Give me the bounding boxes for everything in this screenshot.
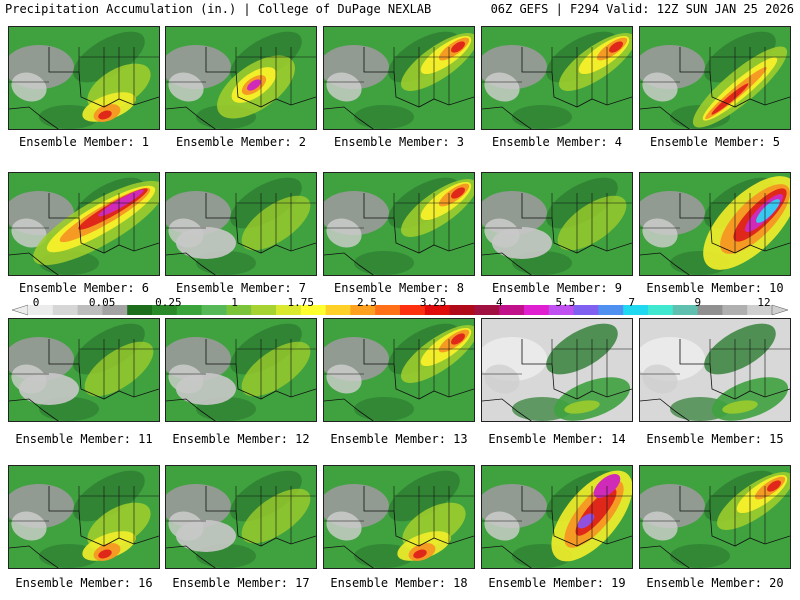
colorbar-swatch xyxy=(424,305,451,315)
colorbar-swatch xyxy=(127,305,153,315)
colorbar-swatch xyxy=(52,305,79,315)
colorbar-swatch xyxy=(251,305,277,315)
ensemble-member-map xyxy=(8,318,160,422)
colorbar-tick-label: 7 xyxy=(628,296,635,309)
colorbar-swatch xyxy=(325,305,351,315)
colorbar-tick-label: 0 xyxy=(32,296,40,309)
colorbar-swatch xyxy=(375,305,401,315)
colorbar-swatch xyxy=(598,305,624,315)
ensemble-member-map xyxy=(639,465,791,569)
ensemble-member-label: Ensemble Member: 17 xyxy=(172,576,310,590)
ensemble-member-label: Ensemble Member: 10 xyxy=(646,281,784,295)
ensemble-member-label: Ensemble Member: 11 xyxy=(15,432,153,446)
colorbar-tick-label: 5.5 xyxy=(555,296,576,309)
colorbar-tick-label: 12 xyxy=(757,296,771,309)
colorbar-swatch xyxy=(499,305,525,315)
ensemble-member-map xyxy=(639,318,791,422)
colorbar-tick-label: 9 xyxy=(694,296,702,309)
colorbar-swatch xyxy=(722,305,748,315)
colorbar-swatch xyxy=(152,305,178,315)
colorbar-tick-label: 3.25 xyxy=(419,296,447,309)
ensemble-member-map xyxy=(8,172,160,276)
colorbar-swatch xyxy=(697,305,723,315)
colorbar-swatch xyxy=(573,305,599,315)
colorbar-tick-label: 2.5 xyxy=(356,296,377,309)
ensemble-member-map xyxy=(323,465,475,569)
ensemble-member-map xyxy=(481,465,633,569)
colorbar-swatch xyxy=(226,305,252,315)
colorbar-tick-label: 1.75 xyxy=(287,296,314,309)
map-title: Precipitation Accumulation (in.) | Colle… xyxy=(5,2,432,16)
colorbar-swatch xyxy=(28,305,54,315)
colorbar-swatch xyxy=(747,305,773,315)
colorbar-swatch xyxy=(300,305,327,315)
ensemble-member-map xyxy=(481,172,633,276)
ensemble-member-label: Ensemble Member: 12 xyxy=(172,432,310,446)
colorbar-swatch xyxy=(400,305,426,315)
ensemble-member-map xyxy=(481,318,633,422)
ensemble-member-label: Ensemble Member: 13 xyxy=(330,432,468,446)
ensemble-member-label: Ensemble Member: 9 xyxy=(491,281,623,295)
ensemble-member-label: Ensemble Member: 18 xyxy=(330,576,468,590)
colorbar-swatch xyxy=(524,305,550,315)
ensemble-member-label: Ensemble Member: 14 xyxy=(488,432,626,446)
ensemble-member-label: Ensemble Member: 5 xyxy=(649,135,781,149)
ensemble-member-label: Ensemble Member: 8 xyxy=(333,281,465,295)
colorbar-swatch xyxy=(77,305,103,315)
colorbar-tick-label: 0.25 xyxy=(155,296,182,309)
ensemble-member-map xyxy=(165,465,317,569)
ensemble-member-map xyxy=(323,26,475,130)
colorbar-swatch xyxy=(474,305,500,315)
colorbar-swatch xyxy=(276,305,302,315)
ensemble-member-map xyxy=(165,318,317,422)
colorbar-swatch xyxy=(176,305,203,315)
colorbar-swatch xyxy=(548,305,575,315)
precip-colorbar xyxy=(11,304,789,316)
ensemble-member-label: Ensemble Member: 19 xyxy=(488,576,626,590)
ensemble-member-label: Ensemble Member: 2 xyxy=(175,135,307,149)
ensemble-member-map xyxy=(165,26,317,130)
ensemble-member-map xyxy=(8,465,160,569)
ensemble-member-label: Ensemble Member: 4 xyxy=(491,135,623,149)
ensemble-member-map xyxy=(8,26,160,130)
ensemble-member-label: Ensemble Member: 20 xyxy=(646,576,784,590)
colorbar-tick-label: 4 xyxy=(495,296,503,309)
ensemble-member-label: Ensemble Member: 16 xyxy=(15,576,153,590)
ensemble-member-map xyxy=(323,318,475,422)
colorbar-swatch xyxy=(350,305,376,315)
run-info: 06Z GEFS | F294 Valid: 12Z SUN JAN 25 20… xyxy=(490,2,794,16)
ensemble-member-map xyxy=(481,26,633,130)
colorbar-swatch xyxy=(648,305,674,315)
colorbar-swatch xyxy=(102,305,128,315)
ensemble-member-map xyxy=(323,172,475,276)
colorbar-swatch xyxy=(623,305,649,315)
ensemble-member-label: Ensemble Member: 1 xyxy=(18,135,150,149)
ensemble-member-label: Ensemble Member: 3 xyxy=(333,135,465,149)
colorbar-tick-label: 1 xyxy=(231,296,238,309)
colorbar-swatch xyxy=(449,305,475,315)
ensemble-member-label: Ensemble Member: 15 xyxy=(646,432,784,446)
ensemble-member-label: Ensemble Member: 7 xyxy=(175,281,307,295)
ensemble-member-label: Ensemble Member: 6 xyxy=(18,281,150,295)
ensemble-member-map xyxy=(639,172,791,276)
colorbar-tick-label: 0.05 xyxy=(88,296,116,309)
colorbar-swatch xyxy=(201,305,227,315)
ensemble-member-map xyxy=(165,172,317,276)
colorbar-swatch xyxy=(672,305,699,315)
ensemble-member-map xyxy=(639,26,791,130)
